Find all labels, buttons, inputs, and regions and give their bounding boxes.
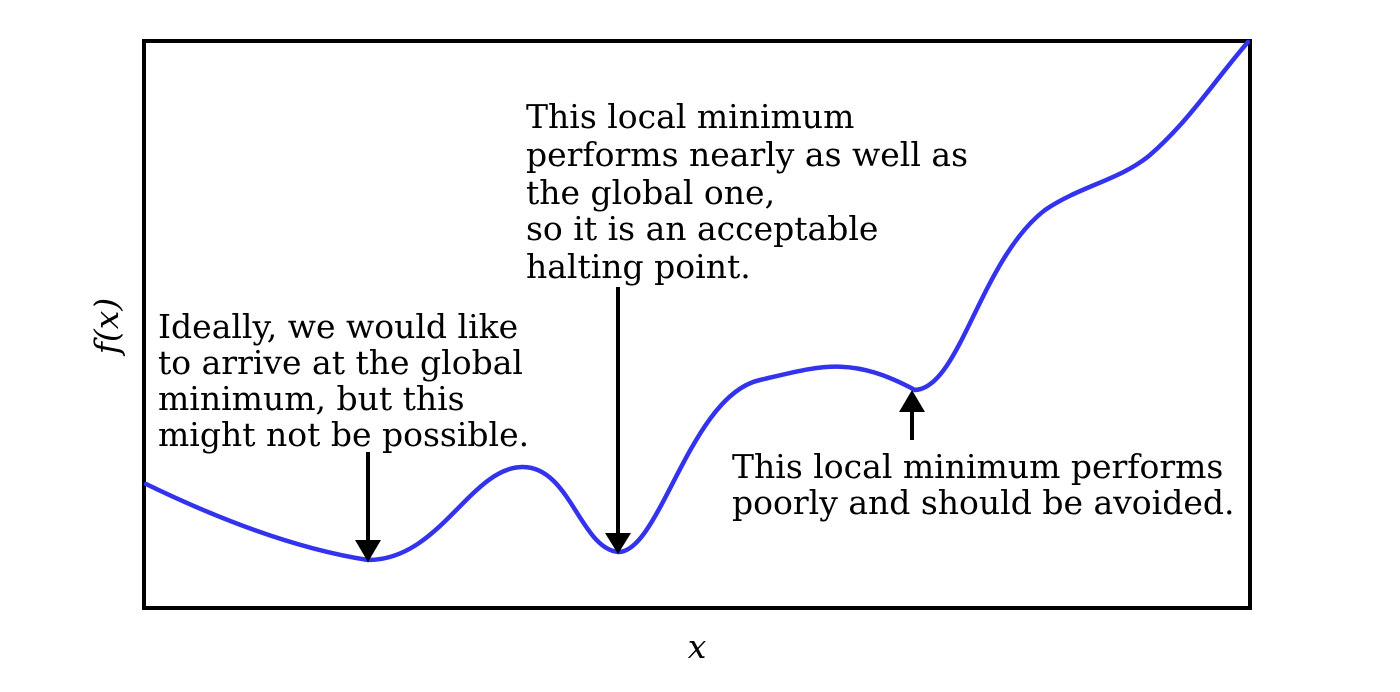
annotation-line: poorly and should be avoided.	[732, 483, 1235, 522]
good-local-minimum-arrow	[605, 287, 631, 554]
annotation-line: This local minimum	[526, 97, 854, 136]
annotation-line: might not be possible.	[158, 415, 529, 454]
annotation-line: halting point.	[526, 247, 751, 286]
plot-frame	[142, 39, 1252, 610]
global-minimum-arrow	[355, 452, 381, 562]
good-local-minimum-annotation: This local minimum performs nearly as we…	[526, 97, 979, 286]
annotation-line: minimum, but this	[158, 379, 465, 418]
annotation-line: so it is an acceptable	[526, 209, 878, 248]
y-axis-label: f(x)	[87, 298, 126, 358]
annotation-line: This local minimum performs	[732, 447, 1223, 486]
annotation-line: the global one,	[526, 173, 775, 212]
global-minimum-annotation: Ideally, we would like to arrive at the …	[158, 307, 533, 454]
bad-local-minimum-arrow	[899, 390, 925, 440]
annotation-line: Ideally, we would like	[158, 307, 518, 346]
annotation-line: performs nearly as well as	[526, 135, 968, 174]
function-curve	[143, 39, 1251, 563]
bad-local-minimum-annotation: This local minimum performs poorly and s…	[732, 447, 1235, 522]
annotation-line: to arrive at the global	[158, 343, 523, 382]
x-axis-label: x	[688, 627, 707, 666]
